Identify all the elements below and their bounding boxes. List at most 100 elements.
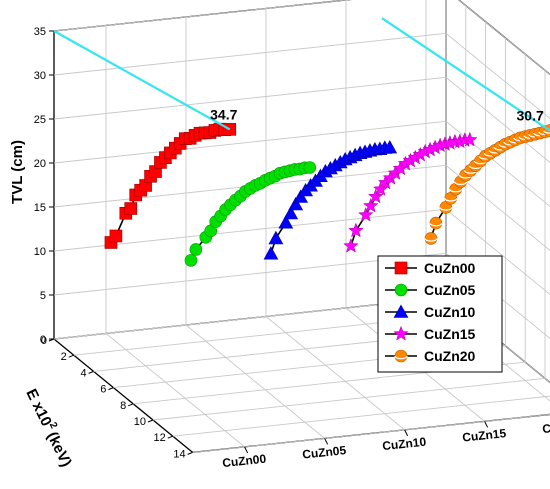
legend-label: CuZn10 — [424, 304, 476, 320]
y-tick-label: 25 — [34, 114, 46, 126]
back-wall-gridline — [53, 120, 447, 164]
y-tick-label: 20 — [34, 158, 46, 170]
legend-marker-shape — [394, 349, 408, 363]
series-cuzn00 — [104, 122, 237, 249]
category-tick-label: CuZn10 — [382, 435, 428, 454]
data-point-highlight — [454, 181, 468, 186]
series-cuzn05 — [184, 161, 317, 267]
data-point-highlight — [444, 198, 458, 202]
legend-marker — [394, 349, 408, 363]
data-point-shape — [184, 254, 198, 267]
category-tick-mark — [324, 438, 329, 445]
x-axis-title-unit: (keV) — [43, 429, 74, 469]
side-wall-gridline — [445, 33, 550, 120]
y-axis-title: TVL (cm) — [9, 140, 26, 204]
back-wall-gridline — [53, 76, 447, 120]
data-point — [461, 131, 478, 147]
y-tick-label: 10 — [34, 246, 46, 258]
data-point-shape — [303, 161, 317, 174]
y-tick-label: 30 — [34, 70, 46, 82]
max-reference-line — [53, 30, 231, 131]
legend-marker-shape — [393, 304, 409, 318]
back-wall-gridline — [53, 0, 351, 32]
x-tick-label: 8 — [120, 400, 126, 412]
legend-item: CuZn05 — [385, 282, 476, 298]
floor-category-gridline — [185, 324, 325, 439]
data-point — [348, 222, 364, 238]
x-tick-label: 14 — [173, 448, 185, 460]
grid-lines — [53, 0, 550, 453]
data-point — [367, 188, 384, 204]
data-point-shape — [124, 202, 138, 215]
data-point — [263, 246, 279, 260]
legend-marker — [393, 325, 409, 341]
category-tick-label: CuZn00 — [222, 452, 268, 471]
data-point — [372, 181, 389, 196]
data-point-shape — [367, 188, 384, 204]
legend-marker — [394, 283, 408, 297]
data-point-highlight — [449, 188, 463, 193]
legend-item: CuZn10 — [385, 304, 476, 320]
series-cuzn20 — [424, 124, 550, 245]
floor-energy-gridline — [152, 377, 546, 421]
x-tick-mark — [187, 451, 193, 455]
category-tick-label: CuZn20 — [542, 418, 550, 437]
y-tick-label: 5 — [40, 290, 46, 302]
data-point — [343, 237, 359, 253]
data-point-highlight — [538, 131, 550, 136]
legend-label: CuZn05 — [424, 282, 476, 298]
x-axis-title: E x102(keV) — [22, 386, 74, 469]
x-tick-label: 6 — [100, 384, 106, 396]
axis-titles: TVL (cm) E x102(keV) — [9, 140, 75, 470]
x-tick-mark — [147, 419, 154, 423]
y-tick-label: 0 — [40, 334, 46, 346]
max-value-annotation: 30.7 — [517, 108, 544, 124]
data-point — [358, 206, 374, 222]
x-tick-label: 10 — [134, 416, 146, 428]
max-value-annotation: 34.7 — [210, 106, 237, 122]
data-point-shape — [268, 230, 284, 245]
back-wall-gridline — [53, 32, 447, 76]
floor-energy-gridline — [172, 395, 550, 437]
frame-edge — [53, 0, 352, 32]
category-tick-mark — [244, 446, 249, 454]
x-axis-title-sup: 2 — [47, 421, 60, 431]
data-point-shape — [283, 205, 299, 220]
data-point-shape — [461, 131, 478, 147]
data-point — [362, 197, 379, 213]
data-point — [303, 161, 317, 174]
data-point — [184, 254, 198, 267]
x-tick-label: 12 — [154, 432, 166, 444]
axes-frame — [53, 0, 550, 454]
data-point-shape — [189, 243, 203, 256]
category-tick-label: CuZn15 — [462, 426, 508, 445]
legend-item: CuZn20 — [385, 348, 476, 364]
data-point — [288, 196, 304, 211]
data-point-shape — [288, 196, 304, 211]
data-point-highlight — [429, 222, 443, 227]
category-tick-label: CuZn05 — [302, 443, 348, 462]
x-tick-mark — [88, 370, 94, 374]
frame-edge — [457, 0, 550, 76]
data-point-shape — [278, 215, 294, 229]
data-point — [124, 202, 138, 215]
data-point-shape — [372, 181, 389, 196]
data-point — [283, 205, 299, 220]
data-point-shape — [429, 216, 443, 230]
data-point-shape — [348, 222, 364, 238]
legend-item: CuZn15 — [385, 325, 476, 342]
legend-marker-shape — [393, 325, 409, 341]
legend-label: CuZn15 — [424, 326, 476, 342]
data-point — [268, 230, 284, 245]
floor-category-gridline — [265, 316, 405, 431]
data-point — [429, 216, 443, 230]
data-point-shape — [424, 232, 438, 245]
x-tick-mark — [68, 354, 74, 358]
series-cuzn15 — [343, 131, 478, 253]
x-tick-mark — [48, 338, 55, 342]
y-tick-label: 35 — [34, 26, 46, 38]
category-tick-mark — [484, 421, 489, 428]
data-point-shape — [263, 246, 279, 260]
